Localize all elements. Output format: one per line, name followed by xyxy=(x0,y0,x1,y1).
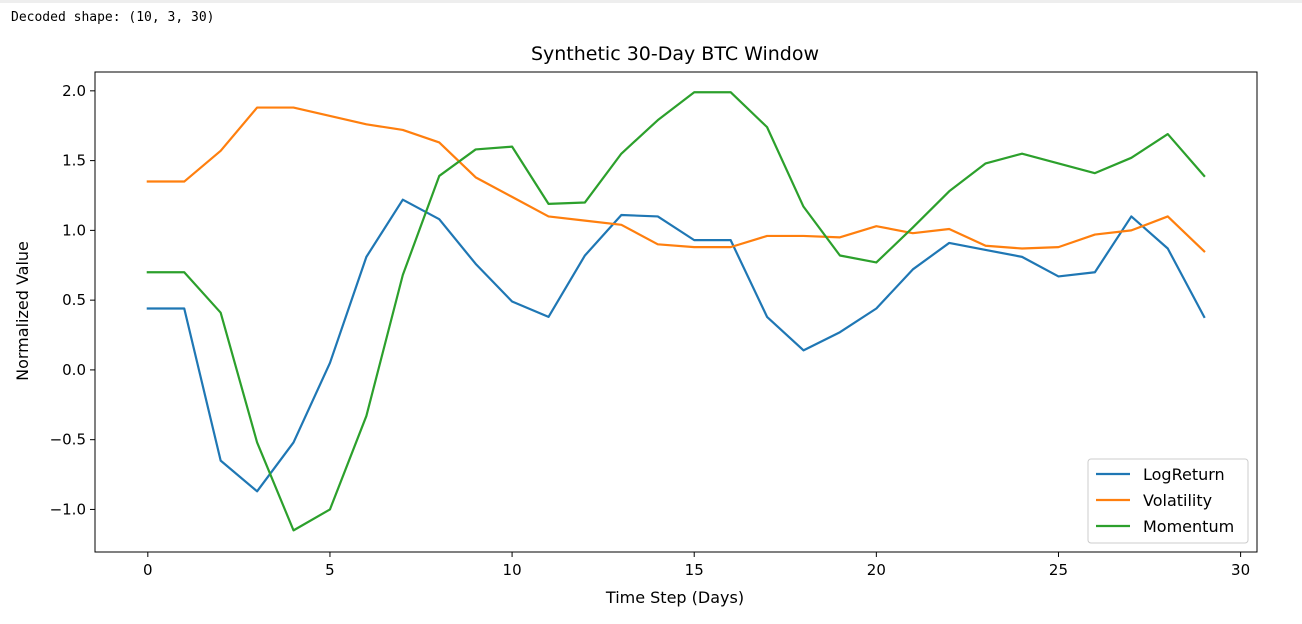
console-output-text: Decoded shape: (10, 3, 30) xyxy=(11,10,215,25)
series-line-logreturn xyxy=(146,198,1206,493)
y-tick-label: 2.0 xyxy=(62,82,86,100)
x-tick-label: 5 xyxy=(325,561,335,579)
cell-divider xyxy=(0,0,1302,3)
series-line-momentum xyxy=(146,91,1206,532)
series-line-volatility xyxy=(146,106,1206,253)
y-tick-label: 0.5 xyxy=(62,291,86,309)
legend-box xyxy=(1087,458,1249,544)
plot-frame xyxy=(94,71,1258,553)
plot-area: 0 5 10 15 20 25 30 −1.0 −0.5 0.0 0.5 1.0 1.5 2.0 LogRe… xyxy=(50,71,1258,579)
y-tick-label: −1.0 xyxy=(50,500,86,518)
x-tick-label: 30 xyxy=(1231,561,1250,579)
y-tick-label: 1.5 xyxy=(62,152,86,170)
legend-label-volatility: Volatility xyxy=(1143,491,1212,510)
x-tick-label: 0 xyxy=(143,561,153,579)
legend-label-momentum: Momentum xyxy=(1143,517,1234,536)
x-tick-label: 15 xyxy=(685,561,704,579)
y-tick-label: −0.5 xyxy=(50,431,86,449)
y-tick-label: 0.0 xyxy=(62,361,86,379)
y-tick-label: 1.0 xyxy=(62,221,86,239)
x-axis-title: Time Step (Days) xyxy=(605,588,744,607)
x-tick-label: 20 xyxy=(867,561,886,579)
x-tick-label: 25 xyxy=(1049,561,1068,579)
x-tick-label: 10 xyxy=(503,561,522,579)
legend-label-logreturn: LogReturn xyxy=(1143,465,1225,484)
chart-title: Synthetic 30-Day BTC Window xyxy=(531,43,819,65)
y-axis-title: Normalized Value xyxy=(13,241,32,381)
